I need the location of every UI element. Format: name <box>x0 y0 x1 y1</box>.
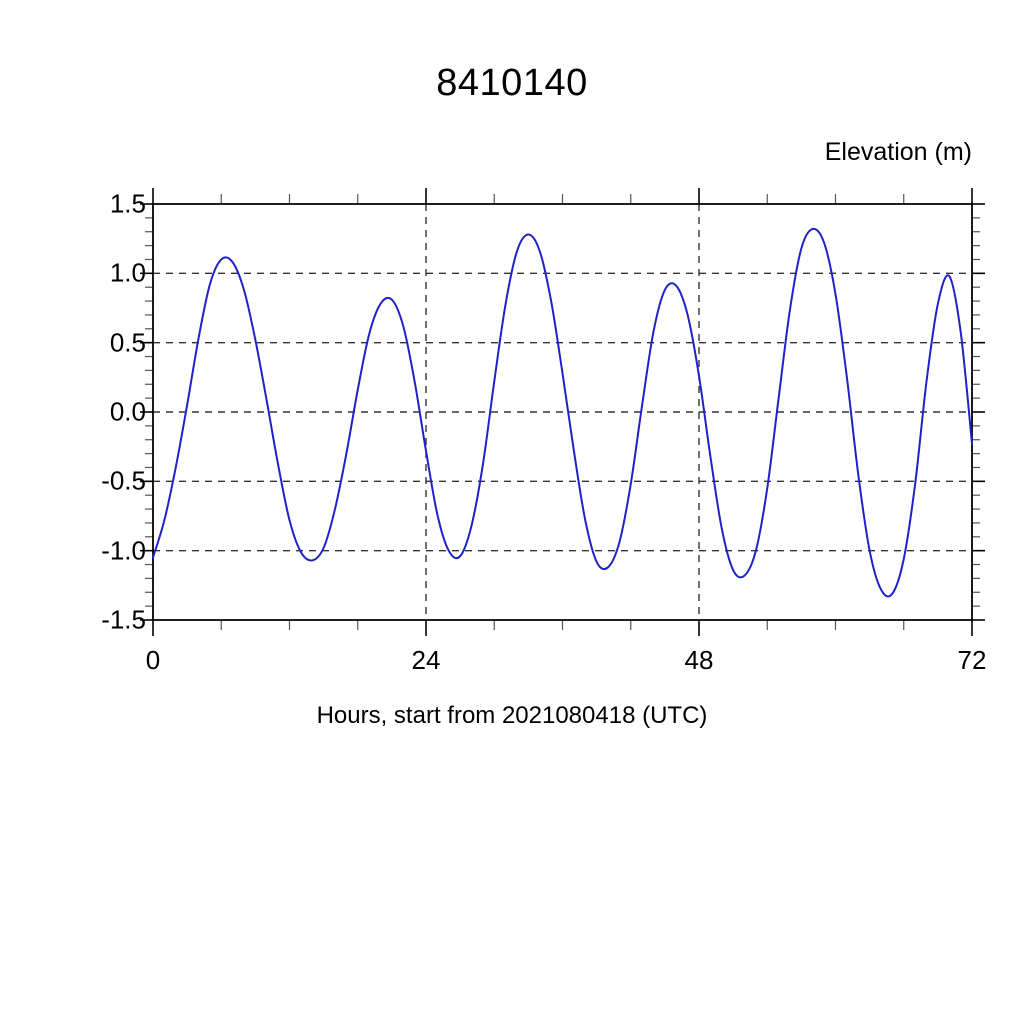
y-axis-label: Elevation (m) <box>824 138 972 166</box>
y-tick-label: -1.0 <box>101 535 146 566</box>
major-ticks <box>140 188 985 636</box>
x-axis-label: Hours, start from 2021080418 (UTC) <box>316 702 708 729</box>
y-tick-label: 1.0 <box>109 257 146 288</box>
x-tick-label: 24 <box>411 645 441 675</box>
y-tick-label: -1.5 <box>101 604 146 635</box>
x-tick-label: 0 <box>145 645 161 675</box>
x-tick-label: 48 <box>684 645 714 675</box>
y-axis-tick-labels: 1.5 1.0 0.5 0.0 -0.5 -1.0 -1.5 <box>68 0 146 1024</box>
data-series-line <box>152 227 973 598</box>
x-tick-label: 72 <box>957 645 987 675</box>
x-axis-tick-labels: 0 24 48 72 <box>0 645 1024 685</box>
page-title: 8410140 <box>436 62 588 104</box>
axis-frame <box>152 203 973 621</box>
minor-ticks <box>145 194 980 630</box>
y-tick-label: 0.5 <box>109 327 146 358</box>
y-tick-label: -0.5 <box>101 465 146 496</box>
y-tick-label: 0.0 <box>109 396 146 427</box>
grid-lines <box>153 204 972 620</box>
y-tick-label: 1.5 <box>109 188 146 219</box>
